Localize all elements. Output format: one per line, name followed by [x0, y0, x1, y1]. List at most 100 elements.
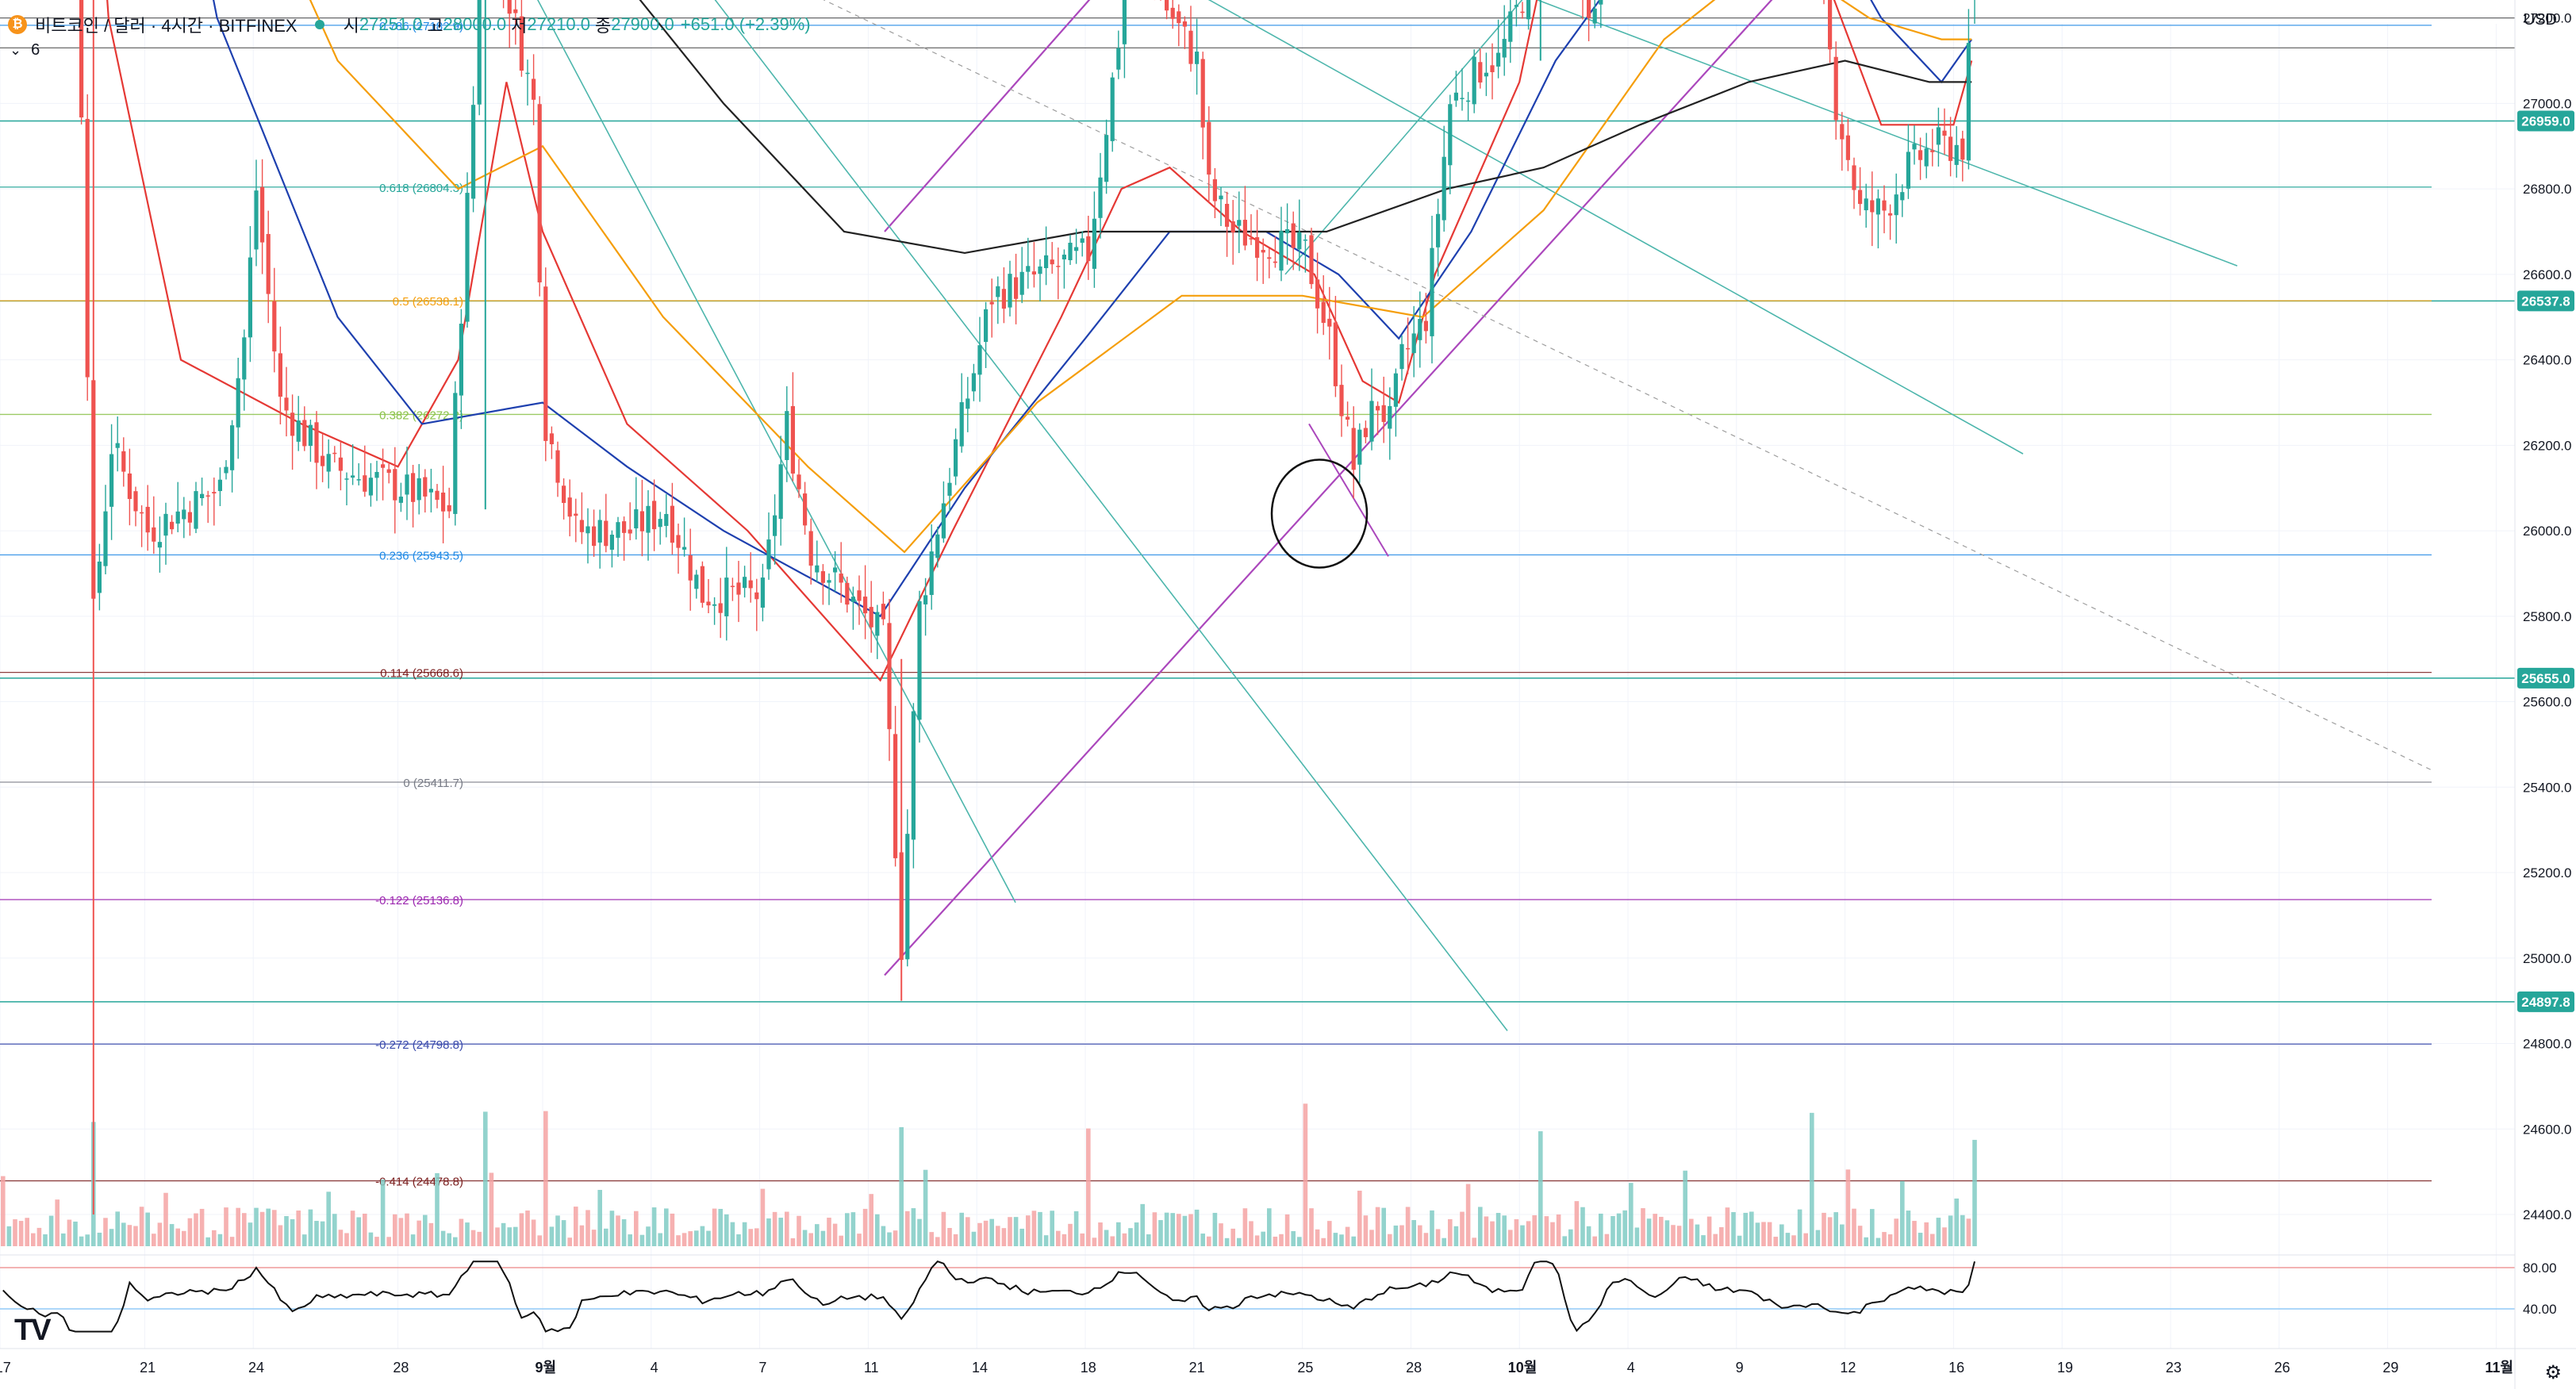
volume-bar	[1827, 1217, 1833, 1246]
volume-bar	[724, 1214, 729, 1246]
volume-bar	[1495, 1213, 1501, 1246]
volume-bar	[1026, 1215, 1031, 1246]
volume-bar	[549, 1226, 555, 1246]
candle-body	[314, 422, 319, 463]
candle-body	[905, 834, 910, 960]
candle-body	[1056, 266, 1061, 267]
candle-body	[820, 571, 825, 583]
price-tick-label: 27200.0	[2523, 11, 2571, 26]
teal-trend-line[interactable]	[0, 0, 1508, 1031]
candle-body	[592, 526, 597, 547]
candle-body	[302, 420, 307, 447]
candle-body	[332, 452, 337, 455]
volume-bar	[1297, 1237, 1302, 1246]
price-tick-label: 25000.0	[2523, 951, 2571, 966]
volume-bar	[465, 1222, 470, 1246]
candlesticks	[79, 0, 1975, 1214]
volume-bar	[730, 1222, 735, 1246]
volume-bar	[1472, 1237, 1476, 1246]
volume-bar	[591, 1230, 597, 1246]
volume-bar	[1375, 1207, 1380, 1246]
bitcoin-icon: ₿	[8, 15, 27, 34]
volume-bar	[519, 1213, 524, 1246]
volume-bar	[754, 1228, 759, 1246]
volume-bar	[634, 1211, 639, 1246]
symbol-title[interactable]: 비트코인 / 달러 · 4시간 · BITFINEX	[35, 16, 298, 36]
volume-bar	[1544, 1216, 1549, 1246]
candle-body	[827, 580, 831, 583]
candle-body	[163, 513, 168, 536]
candle-body	[1207, 121, 1211, 175]
candle-body	[1436, 213, 1441, 247]
volume-bar	[398, 1218, 404, 1246]
indicator-toggle[interactable]: ⌄ 6	[10, 41, 40, 59]
candle-body	[1242, 220, 1247, 246]
volume-bar	[1393, 1225, 1399, 1246]
candle-body	[1333, 322, 1338, 386]
candle-body	[1453, 92, 1458, 101]
candle-body	[652, 501, 657, 530]
volume-bar	[778, 1218, 783, 1246]
volume-bar	[109, 1229, 114, 1246]
candle-body	[447, 505, 451, 512]
candle-body	[1393, 373, 1398, 407]
purple-trend-line[interactable]	[1308, 423, 1389, 557]
candle-body	[887, 623, 892, 730]
annotations[interactable]: 1	[427, 0, 2237, 569]
volume-bar	[1604, 1234, 1610, 1246]
time-axis[interactable]: 17 21 24 28 9월 4 7 11 14 18 21 25 28 10월 4 9 12 16 19 23 26 2…	[0, 1348, 2576, 1376]
candle-body	[1068, 243, 1073, 261]
teal-trend-line[interactable]	[1284, 0, 1809, 275]
volume-bar	[1249, 1221, 1253, 1246]
channel-lower-line[interactable]	[884, 0, 2346, 977]
candle-body	[688, 555, 693, 581]
volume-bar	[1622, 1210, 1627, 1246]
price-axis-bg	[2515, 0, 2576, 1389]
time-tick-label: 16	[1948, 1360, 1964, 1376]
volume-bar	[1942, 1227, 1947, 1246]
volume-bar	[513, 1226, 518, 1246]
volume-bar	[1592, 1236, 1597, 1246]
dashed-trend-line[interactable]	[460, 0, 2432, 771]
chevron-down-icon[interactable]: ⌄	[10, 42, 22, 58]
volume-bar	[1092, 1237, 1097, 1246]
volume-bar	[489, 1172, 494, 1246]
currency-label[interactable]: USD	[2523, 11, 2557, 29]
volume-bar	[604, 1228, 608, 1246]
volume-bar	[363, 1213, 367, 1246]
candle-body	[465, 193, 470, 322]
black-circle-marker[interactable]	[1270, 459, 1369, 569]
fib-level-label: 0.236 (25943.5)	[379, 550, 463, 563]
candle-body	[1894, 194, 1898, 216]
volume-bar	[1779, 1224, 1784, 1246]
volume-bar	[862, 1208, 868, 1246]
volume-bar	[1659, 1216, 1664, 1246]
volume-bar	[501, 1222, 506, 1246]
volume-bar	[742, 1222, 747, 1246]
gear-icon[interactable]: ⚙	[2544, 1362, 2562, 1383]
volume-bar	[1822, 1212, 1826, 1246]
high-value: 28000.0	[443, 14, 507, 34]
candle-body	[1466, 100, 1471, 102]
volume-bar	[1906, 1211, 1911, 1246]
teal-trend-line[interactable]	[460, 0, 2238, 267]
time-tick-label: 25	[1297, 1360, 1313, 1376]
fibonacci-extension[interactable]: 2 (29918.6)1.618 (29057.8)1.414 (28598.1…	[0, 0, 2432, 1189]
candle-body	[893, 734, 898, 858]
price-badge-label: 25655.0	[2521, 671, 2570, 686]
time-tick-label: 9월	[536, 1360, 557, 1376]
teal-trend-line[interactable]	[460, 0, 2024, 455]
volume-bar	[1345, 1226, 1350, 1246]
volume-bar	[579, 1225, 585, 1246]
price-axis[interactable]: 24400.0 24600.0 24800.0 25000.0 25200.0 25400…	[1983, 0, 2576, 1389]
teal-trend-line[interactable]	[0, 0, 1016, 904]
volume-bar	[1080, 1233, 1085, 1246]
candle-body	[996, 286, 1000, 297]
volume-bar	[941, 1211, 946, 1246]
candle-body	[694, 574, 699, 589]
volume-bar	[1388, 1234, 1392, 1246]
candle-body	[1279, 231, 1284, 271]
volume-bar	[356, 1217, 361, 1246]
trend-lines[interactable]	[0, 0, 2432, 1031]
